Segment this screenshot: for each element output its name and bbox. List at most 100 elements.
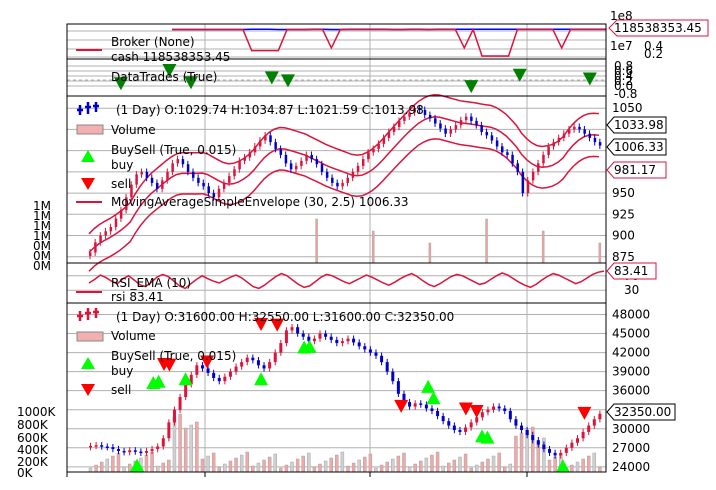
datatrades-tick-0: 0.8 bbox=[614, 59, 633, 73]
rsi-legend-value: rsi 83.41 bbox=[111, 290, 164, 304]
price1-candle-body bbox=[248, 152, 252, 158]
price2-candle-body bbox=[570, 442, 574, 448]
price2-candle-body bbox=[391, 371, 395, 382]
price1-candle-body bbox=[480, 125, 483, 132]
price1-candle-body bbox=[269, 135, 272, 143]
price2-volume-bar bbox=[424, 457, 429, 473]
price2-candle-body bbox=[542, 444, 546, 450]
broker-offset-text-2: 1e7 bbox=[610, 39, 633, 53]
price2-tick-7: 27000 bbox=[612, 441, 650, 455]
price1-candle-body bbox=[387, 131, 391, 138]
price1-candle-body bbox=[459, 120, 463, 126]
price1-candle-body bbox=[274, 142, 277, 149]
price2-candle-body bbox=[296, 327, 300, 334]
price1-candle-body bbox=[511, 154, 514, 164]
price1-candle-body bbox=[238, 160, 241, 170]
price1-tick-6: 900 bbox=[612, 229, 635, 243]
price1-candle-body bbox=[526, 180, 530, 194]
price2-volume-bar bbox=[435, 451, 440, 473]
price2-candle-body bbox=[150, 449, 154, 451]
price2-volume-bar bbox=[335, 454, 339, 473]
price2-candle-body bbox=[587, 425, 591, 432]
price1-candle-body bbox=[588, 133, 592, 138]
datatrades-tick-5: -0.8 bbox=[614, 87, 637, 101]
price1-candle-body bbox=[336, 182, 339, 187]
price2-volume-bar bbox=[407, 466, 412, 473]
price1-candle-body bbox=[212, 193, 216, 198]
price2-buy-marker-11 bbox=[555, 459, 570, 473]
price2-candle-body bbox=[212, 372, 216, 378]
price2-sell-marker-3 bbox=[254, 318, 269, 332]
price2-volume-bar bbox=[547, 459, 552, 473]
price1-volume-tick-1: 1M bbox=[33, 209, 51, 223]
price2-volume-bar bbox=[183, 427, 188, 473]
price1-candle-body bbox=[331, 177, 334, 183]
price1-candle-body bbox=[573, 126, 576, 130]
price2-candle-body bbox=[307, 336, 311, 342]
price1-candle-body bbox=[434, 118, 437, 124]
price2-candle-body bbox=[122, 450, 126, 453]
price1-candle-body bbox=[140, 171, 143, 175]
price2-volume-tick-0: 1000K bbox=[17, 405, 57, 419]
price1-candle-body bbox=[578, 126, 581, 130]
price1-candle-body bbox=[521, 171, 525, 194]
price1-candle-body bbox=[403, 116, 406, 121]
broker-legend-cash: cash 118538353.45 bbox=[111, 50, 230, 64]
price2-candle-body bbox=[346, 338, 350, 342]
rsi-value-tag bbox=[606, 262, 657, 280]
price1-candle-body bbox=[258, 140, 262, 147]
price2-volume-bar bbox=[447, 462, 451, 473]
price2-volume-bar bbox=[575, 461, 580, 473]
price2-sell-marker-6 bbox=[458, 402, 473, 416]
price2-buy-marker-4 bbox=[254, 372, 269, 386]
price2-buy-marker-8 bbox=[426, 391, 441, 405]
price2-volume-bar bbox=[430, 454, 434, 473]
price2-volume-bar bbox=[351, 462, 356, 473]
price2-candle-body bbox=[576, 438, 580, 443]
datatrades-marker-2 bbox=[183, 76, 198, 90]
price2-volume-bar bbox=[116, 452, 121, 473]
price2-value-tag bbox=[606, 403, 676, 421]
price1-volume-bar bbox=[598, 242, 602, 264]
price1-candle-body bbox=[99, 235, 102, 243]
price1-envelope-mid bbox=[88, 116, 599, 254]
price2-candle-body bbox=[396, 381, 400, 394]
price1-value-tag-2 bbox=[606, 161, 667, 179]
price2-candle-body bbox=[139, 451, 143, 454]
price2-volume-bar bbox=[111, 455, 115, 473]
datatrades-marker-0 bbox=[113, 77, 128, 91]
price2-volume-bar bbox=[458, 456, 462, 473]
price2-candle-body bbox=[408, 402, 412, 407]
price2-legend-ohlc-icon bbox=[77, 308, 99, 321]
price2-candle-body bbox=[464, 427, 468, 432]
price2-candle-body bbox=[217, 377, 221, 382]
price1-legend-ohlc: (1 Day) O:1029.74 H:1034.87 L:1021.59 C:… bbox=[116, 103, 424, 117]
price2-legend-sell: sell bbox=[111, 383, 131, 397]
price2-tick-3: 39000 bbox=[612, 365, 650, 379]
price2-volume-bar bbox=[94, 464, 98, 473]
price1-candle-body bbox=[444, 128, 447, 134]
datatrades-marker-5 bbox=[464, 80, 479, 94]
price2-candle-body bbox=[514, 419, 518, 426]
price2-candle-body bbox=[525, 430, 529, 436]
price2-candle-body bbox=[447, 421, 451, 426]
price2-volume-bar bbox=[452, 459, 457, 473]
price1-candle-body bbox=[202, 182, 205, 187]
price2-buy-marker-7 bbox=[421, 379, 436, 393]
price2-candle-body bbox=[340, 341, 344, 344]
price2-legend-buy: buy bbox=[111, 364, 133, 378]
price2-buy-marker-0 bbox=[130, 458, 145, 472]
price2-candle-body bbox=[189, 374, 193, 385]
price2-volume-bar bbox=[239, 454, 244, 473]
price2-volume-bar bbox=[161, 462, 165, 473]
price1-value-label-2: 981.17 bbox=[614, 163, 656, 177]
price2-candle-body bbox=[368, 349, 372, 353]
price1-candle-body bbox=[490, 135, 494, 141]
price2-volume-bar bbox=[463, 453, 468, 473]
price2-tick-4: 36000 bbox=[612, 384, 650, 398]
price2-candle-body bbox=[419, 403, 423, 405]
price1-candle-body bbox=[233, 169, 236, 177]
price2-candle-body bbox=[363, 346, 367, 350]
